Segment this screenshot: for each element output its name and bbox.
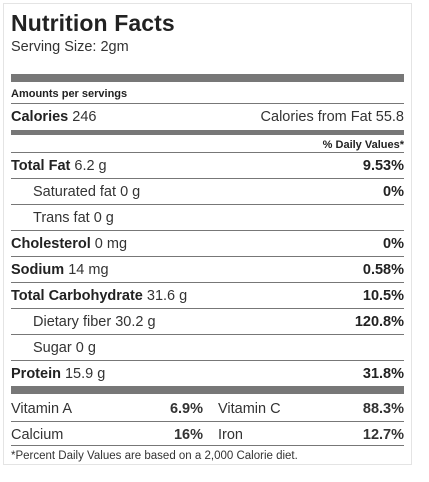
divider	[11, 256, 404, 257]
dv-header: % Daily Values*	[322, 139, 404, 151]
thick-divider	[11, 386, 404, 394]
calories-value: 246	[72, 109, 97, 125]
calcium-label: Calcium	[11, 427, 64, 443]
nutrient-dv: 9.53%	[362, 158, 404, 174]
nutrient-label: Sodium	[11, 262, 65, 278]
nutrient-dv: 31.8%	[362, 366, 404, 382]
nutrient-dv: 0.58%	[362, 262, 404, 278]
nutrient-amount: 14 mg	[68, 262, 109, 278]
nutrient-dv: 0%	[383, 236, 404, 252]
nutrient-amount: 0 g	[120, 184, 141, 200]
nutrient-dv: 10.5%	[362, 288, 404, 304]
divider	[11, 178, 404, 179]
calcium-dv: 16%	[173, 427, 203, 443]
calories-label: Calories	[11, 109, 69, 125]
iron-label: Iron	[218, 427, 243, 443]
iron-dv: 12.7%	[362, 427, 404, 443]
footnote: *Percent Daily Values are based on a 2,0…	[11, 450, 298, 462]
vitamin-c-dv: 88.3%	[362, 401, 404, 417]
divider	[11, 204, 404, 205]
label-title: Nutrition Facts	[11, 10, 175, 36]
nutrient-amount: 0 mg	[94, 236, 128, 252]
divider	[11, 103, 404, 104]
nutrient-amount: 31.6 g	[146, 288, 188, 304]
divider	[11, 282, 404, 283]
nutrient-label: Trans fat	[33, 210, 90, 226]
nutrient-label: Sugar	[33, 340, 72, 356]
nutrient-dv: 120.8%	[354, 314, 404, 330]
thick-divider	[11, 74, 404, 82]
divider	[11, 445, 404, 446]
nutrient-amount: 6.2 g	[74, 158, 107, 174]
nutrient-amount: 0 g	[75, 340, 96, 356]
divider	[11, 152, 404, 153]
nutrient-label: Dietary fiber	[33, 314, 112, 330]
nutrient-amount: 15.9 g	[64, 366, 106, 382]
nutrient-amount: 0 g	[93, 210, 114, 226]
vitamin-a-dv: 6.9%	[169, 401, 203, 417]
vitamin-a-label: Vitamin A	[11, 401, 72, 417]
divider	[11, 334, 404, 335]
nutrient-amount: 30.2 g	[115, 314, 156, 330]
nutrient-label: Total Fat	[11, 158, 71, 174]
divider	[11, 360, 404, 361]
nutrient-label: Total Carbohydrate	[11, 288, 143, 304]
nutrient-dv: 0%	[383, 184, 404, 200]
calories-from-fat: Calories from Fat 55.8	[260, 109, 404, 125]
amounts-per-label: Amounts per servings	[11, 88, 128, 100]
divider	[11, 230, 404, 231]
nutrient-label: Cholesterol	[11, 236, 91, 252]
serving-size: Serving Size: 2gm	[11, 39, 129, 55]
nutrient-label: Protein	[11, 366, 61, 382]
nutrient-label: Saturated fat	[33, 184, 117, 200]
nutrition-label: Nutrition Facts Serving Size: 2gm Amount…	[3, 3, 412, 465]
vitamin-c-label: Vitamin C	[218, 401, 281, 417]
medium-divider	[11, 130, 404, 135]
divider	[11, 421, 404, 422]
divider	[11, 308, 404, 309]
